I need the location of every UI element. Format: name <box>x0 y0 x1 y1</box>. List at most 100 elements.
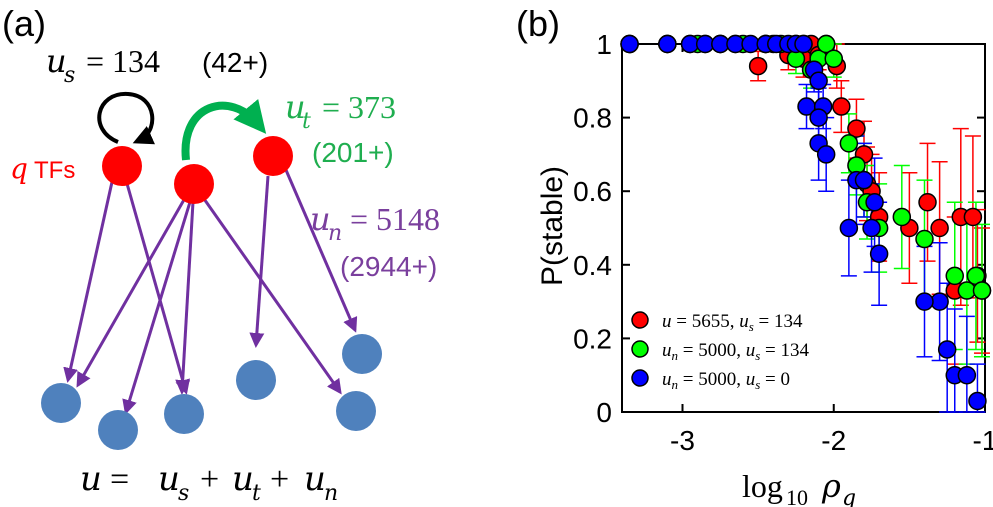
eq-equals: = <box>110 461 129 498</box>
panel-a: (a) u s = 134 (42+) u t = 373 (201+) q T… <box>2 3 440 506</box>
ut-sub: t <box>302 109 311 134</box>
us-value: = 134 <box>86 43 160 79</box>
x-label-sub: 10 <box>786 485 808 507</box>
panel-b: (b) P(stable) 0 0.2 0.4 0.6 0.8 1 -3 -2 -1 u = … <box>516 3 993 507</box>
legend-lhs-sub: n <box>672 377 679 392</box>
point-blue <box>620 34 639 54</box>
ut-value: = 373 <box>322 89 396 125</box>
target-node <box>342 334 382 374</box>
legend-rhs-var: u <box>746 369 756 390</box>
point-blue <box>865 192 884 212</box>
un-paren: (2944+) <box>340 251 437 282</box>
point-red <box>963 207 983 227</box>
eq-ut-u: u <box>232 459 254 499</box>
panel-a-label: (a) <box>2 3 46 44</box>
x-label-rho: ρ <box>821 467 841 505</box>
ut-paren: (201+) <box>312 137 394 168</box>
eq-us-u: u <box>158 459 180 499</box>
us-paren: (42+) <box>202 47 268 78</box>
point-blue <box>869 244 889 264</box>
regulatory-arrows <box>63 169 358 415</box>
edge-arrow <box>200 195 342 395</box>
legend-label-blue: un = 5000, us = 0 <box>662 369 790 392</box>
x-label-rho-sub: q <box>842 486 856 507</box>
ut-var: u <box>285 88 306 126</box>
x-axis-label: log 10 ρ q <box>742 467 856 507</box>
legend-lhs-var: u <box>662 311 672 332</box>
point-blue <box>957 365 977 385</box>
x-tick-label: -2 <box>821 425 846 456</box>
legend-rhs-sub: s <box>749 319 754 334</box>
point-green <box>839 134 859 153</box>
legend-rhs-sub: s <box>755 348 760 363</box>
eq-un-u: u <box>304 459 326 499</box>
legend-marker-green <box>631 340 649 358</box>
legend-lhs-var: u <box>662 369 672 390</box>
eq-ut-sub: t <box>252 481 261 506</box>
self-loop-arrow <box>97 91 156 145</box>
legend-rhs-var: u <box>739 311 749 332</box>
point-blue <box>658 34 677 54</box>
eq-plus-1: + <box>200 461 219 498</box>
point-blue <box>937 340 957 359</box>
target-node <box>164 394 204 434</box>
x-tick-label: -3 <box>670 425 695 456</box>
y-tick-label: 0 <box>596 397 612 428</box>
legend-rhs-val: = 0 <box>760 369 790 390</box>
legend-label-green: un = 5000, us = 134 <box>662 340 809 363</box>
point-blue <box>839 218 859 238</box>
point-green <box>945 266 964 286</box>
point-red <box>918 192 937 212</box>
y-tick-label: 0.2 <box>573 323 612 354</box>
x-label-base: log <box>742 468 783 504</box>
legend-marker-blue <box>631 369 649 387</box>
equation: u = u s + u t + u n <box>80 459 338 506</box>
un-var: u <box>310 200 331 238</box>
edge-arrow <box>175 201 195 395</box>
eq-un-sub: n <box>324 481 338 506</box>
point-red <box>847 119 866 138</box>
panel-b-label: (b) <box>516 3 560 44</box>
un-sub: n <box>328 221 342 246</box>
point-red <box>930 218 949 238</box>
us-label: u s = 134 (42+) <box>46 42 268 88</box>
point-blue <box>809 71 828 91</box>
y-tick-label: 0.4 <box>573 250 612 281</box>
target-node <box>41 383 81 423</box>
point-green <box>892 207 912 227</box>
ut-label: u t = 373 (201+) <box>285 88 396 168</box>
edge-arrow <box>63 181 114 383</box>
green-transfer-arrow <box>181 99 267 161</box>
point-green <box>824 49 843 68</box>
us-sub: s <box>64 63 75 88</box>
y-axis-label: P(stable) <box>536 166 569 286</box>
target-node <box>336 391 376 431</box>
tf-node <box>102 146 142 186</box>
target-node <box>236 360 276 400</box>
x-tick-label: -1 <box>973 425 993 456</box>
edge-arrow <box>249 175 270 348</box>
point-green <box>816 34 836 54</box>
edge-arrow <box>124 179 190 395</box>
data-points <box>620 34 992 411</box>
tf-node <box>174 164 214 204</box>
target-node <box>98 410 138 450</box>
legend-marker-red <box>631 311 649 329</box>
point-blue <box>794 34 813 54</box>
legend-rhs-sub: s <box>755 377 760 392</box>
un-label: u n = 5148 (2944+) <box>310 200 440 282</box>
edge-arrow <box>122 201 192 415</box>
legend-lhs-sub: n <box>672 348 679 363</box>
y-tick-label: 1 <box>596 29 612 60</box>
tf-q: q <box>10 152 28 185</box>
y-ticks: 0 0.2 0.4 0.6 0.8 1 <box>573 29 985 428</box>
tf-label: q TFs <box>10 152 75 185</box>
point-blue <box>862 218 881 238</box>
legend-lhs-val: = 5000, <box>678 369 746 390</box>
point-green <box>915 229 934 249</box>
point-red <box>748 56 768 76</box>
legend-rhs-val: = 134 <box>760 340 809 361</box>
un-value: = 5148 <box>350 201 440 237</box>
